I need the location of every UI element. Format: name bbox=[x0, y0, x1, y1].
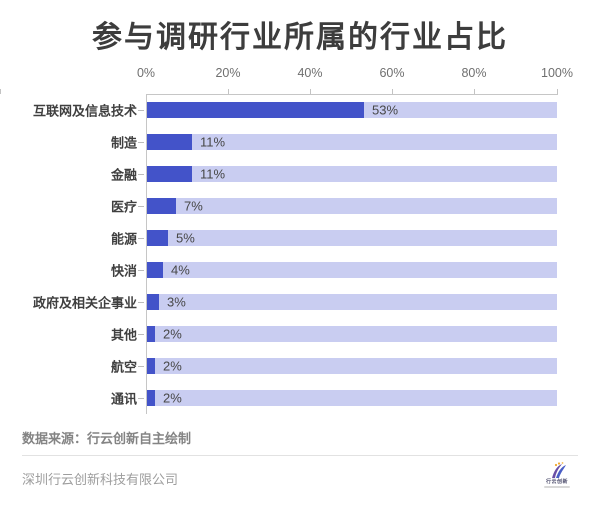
page-title: 参与调研行业所属的行业占比 bbox=[92, 21, 508, 54]
category-tick bbox=[138, 398, 144, 399]
bar-track: 2% bbox=[147, 326, 557, 342]
company-logo: 行云创新 bbox=[535, 462, 579, 488]
category-tick bbox=[138, 110, 144, 111]
x-axis-tick-label: 0% bbox=[136, 66, 156, 80]
bar-value-label: 2% bbox=[163, 326, 182, 342]
bar-fill bbox=[147, 134, 192, 150]
bar-fill bbox=[147, 294, 159, 310]
category-label: 互联网及信息技术 bbox=[32, 103, 137, 119]
bar-track: 2% bbox=[147, 390, 557, 406]
category-tick bbox=[138, 206, 144, 207]
bar-fill bbox=[147, 230, 168, 246]
x-axis-tick-label: 40% bbox=[297, 66, 323, 80]
bar-value-label: 3% bbox=[167, 294, 186, 310]
bar-track: 3% bbox=[147, 294, 557, 310]
bar-row: 制造 11% bbox=[0, 126, 600, 158]
bar-track: 53% bbox=[147, 102, 557, 118]
category-label: 金融 bbox=[110, 167, 137, 183]
bar-value-label: 7% bbox=[184, 198, 203, 214]
x-axis-tick-label: 80% bbox=[461, 66, 487, 80]
x-axis-tick bbox=[228, 89, 229, 94]
x-axis-tick bbox=[557, 89, 558, 94]
bar-value-label: 2% bbox=[163, 358, 182, 374]
bar-row: 快消 4% bbox=[0, 254, 600, 286]
bar-track: 5% bbox=[147, 230, 557, 246]
bar-value-label: 5% bbox=[176, 230, 195, 246]
bar-value-label: 11% bbox=[200, 166, 226, 182]
bar-row: 金融 11% bbox=[0, 158, 600, 190]
bar-row: 政府及相关企事业 3% bbox=[0, 286, 600, 318]
category-label: 其他 bbox=[110, 327, 137, 343]
company-name: 深圳行云创新科技有限公司 bbox=[22, 472, 179, 487]
x-axis-tick-label: 100% bbox=[541, 66, 573, 80]
y-axis-line bbox=[146, 94, 147, 414]
swoosh-logo-icon bbox=[552, 462, 566, 478]
bar-fill bbox=[147, 166, 192, 182]
category-label: 能源 bbox=[110, 231, 137, 247]
bar-fill bbox=[147, 390, 155, 406]
logo-subline bbox=[544, 486, 570, 488]
bar-row: 互联网及信息技术 53% bbox=[0, 94, 600, 126]
bar-row: 医疗 7% bbox=[0, 190, 600, 222]
logo-label: 行云创新 bbox=[545, 479, 568, 485]
bar-fill bbox=[147, 262, 163, 278]
bar-fill bbox=[147, 102, 364, 118]
bar-track: 2% bbox=[147, 358, 557, 374]
bar-fill bbox=[147, 198, 176, 214]
bar-value-label: 4% bbox=[171, 262, 190, 278]
category-label: 通讯 bbox=[110, 391, 137, 407]
bar-row: 通讯 2% bbox=[0, 382, 600, 414]
bar-value-label: 2% bbox=[163, 390, 182, 406]
x-axis-tick-label: 20% bbox=[215, 66, 241, 80]
category-label: 航空 bbox=[110, 359, 137, 375]
x-axis-tick bbox=[474, 89, 475, 94]
category-tick bbox=[138, 302, 144, 303]
bar-fill bbox=[147, 358, 155, 374]
footer-divider bbox=[22, 455, 578, 456]
bar-track: 7% bbox=[147, 198, 557, 214]
bar-track: 11% bbox=[147, 166, 557, 182]
category-label: 制造 bbox=[110, 135, 137, 151]
category-label: 政府及相关企事业 bbox=[32, 295, 137, 311]
category-label: 快消 bbox=[110, 263, 137, 279]
category-tick bbox=[138, 366, 144, 367]
bar-row: 其他 2% bbox=[0, 318, 600, 350]
category-tick bbox=[138, 270, 144, 271]
x-axis-tick bbox=[0, 89, 1, 94]
x-axis-line bbox=[146, 94, 558, 95]
bar-row: 能源 5% bbox=[0, 222, 600, 254]
bar-fill bbox=[147, 326, 155, 342]
bar-value-label: 53% bbox=[372, 102, 399, 118]
bar-value-label: 11% bbox=[200, 134, 226, 150]
category-tick bbox=[138, 174, 144, 175]
data-source-note: 数据来源：行云创新自主绘制 bbox=[22, 431, 192, 446]
x-axis-tick-label: 60% bbox=[379, 66, 405, 80]
bar-row: 航空 2% bbox=[0, 350, 600, 382]
bar-track: 11% bbox=[147, 134, 557, 150]
x-axis-tick bbox=[392, 89, 393, 94]
category-tick bbox=[138, 142, 144, 143]
category-tick bbox=[138, 238, 144, 239]
category-label: 医疗 bbox=[110, 199, 137, 215]
bar-track: 4% bbox=[147, 262, 557, 278]
bar-chart-rows: 互联网及信息技术 53% 制造 11% 金融 11% 医疗 bbox=[0, 94, 600, 414]
category-tick bbox=[138, 334, 144, 335]
x-axis-tick bbox=[310, 89, 311, 94]
